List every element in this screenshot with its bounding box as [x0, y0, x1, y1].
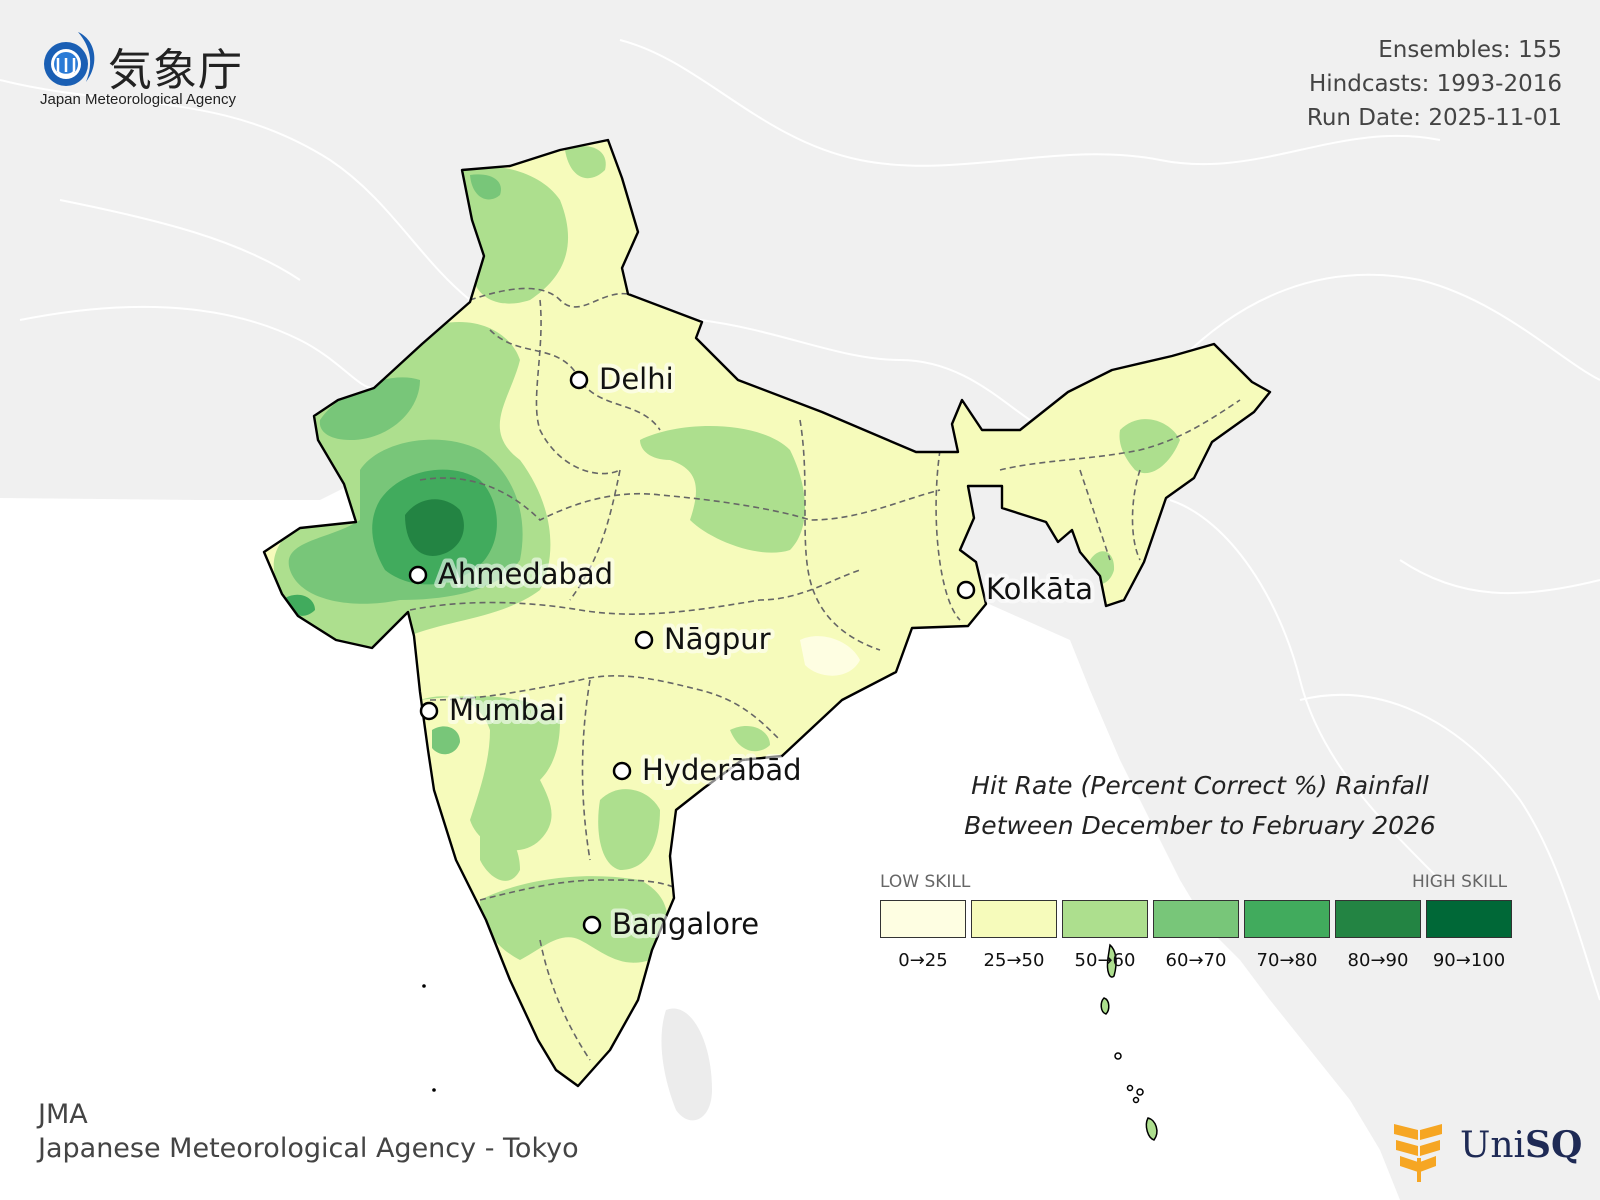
ensembles-text: Ensembles: 155 — [1378, 37, 1562, 63]
unisq-wordmark-bold: SQ — [1525, 1124, 1583, 1166]
skill-patch-coastal — [730, 725, 770, 752]
city-label-kolkata: Kolkāta — [986, 572, 1093, 606]
legend-swatch — [971, 900, 1057, 938]
island-lakshadweep-a — [422, 984, 426, 988]
unisq-emblem-icon — [1394, 1124, 1442, 1182]
legend-swatch — [1426, 900, 1512, 938]
island-nicobar-b — [1136, 1088, 1144, 1096]
map-title-line1: Hit Rate (Percent Correct %) Rainfall — [971, 771, 1429, 800]
map-title: Hit Rate (Percent Correct %) Rainfall Be… — [930, 766, 1470, 846]
island-nicobar-c — [1132, 1096, 1140, 1104]
legend-label: 25→50 — [983, 950, 1045, 971]
skill-patch-andhra — [598, 789, 660, 870]
credit: JMA Japanese Meteorological Agency - Tok… — [38, 1098, 579, 1166]
city-marker-bangalore — [582, 915, 602, 935]
legend-item: 50→60 — [1062, 900, 1148, 971]
island-nicobar-a — [1126, 1084, 1134, 1092]
skill-patch-central — [640, 426, 805, 553]
jma-logo-kanji: 気象庁 — [108, 45, 243, 96]
run-date-text: Run Date: 2025-11-01 — [1306, 105, 1562, 131]
legend-item: 60→70 — [1153, 900, 1239, 971]
city-ahmedabad[interactable]: Ahmedabad — [408, 553, 617, 595]
skill-patch-kashmir-core — [470, 174, 501, 200]
island-great-nicobar — [1145, 1117, 1158, 1141]
jma-logo-english: Japan Meteorological Agency — [40, 91, 236, 108]
credit-short: JMA — [38, 1099, 88, 1130]
city-bangalore[interactable]: Bangalore — [582, 903, 763, 945]
legend-swatch — [1062, 900, 1148, 938]
city-kolkata[interactable]: Kolkāta — [956, 568, 1097, 610]
island-north-andaman — [1106, 943, 1117, 978]
city-label-hyderabad: Hyderābād — [642, 753, 802, 787]
city-marker-mumbai — [419, 701, 439, 721]
skill-patch-rajasthan — [319, 377, 420, 440]
city-marker-delhi — [569, 370, 589, 390]
sri-lanka — [661, 1008, 712, 1121]
island-lakshadweep-b — [432, 1088, 436, 1092]
skill-patch-konkan — [432, 726, 460, 755]
legend-item: 70→80 — [1244, 900, 1330, 971]
legend-label: 80→90 — [1347, 950, 1409, 971]
legend: 0→25 25→50 50→60 60→70 70→80 80→90 90→10… — [880, 900, 1520, 980]
city-nagpur[interactable]: Nāgpur — [634, 618, 775, 660]
skill-patch-ladakh — [565, 146, 606, 179]
island-car-nicobar — [1114, 1052, 1122, 1060]
skill-patch-gujarat-80 — [405, 499, 464, 556]
legend-swatch — [1335, 900, 1421, 938]
city-label-ahmedabad: Ahmedabad — [438, 557, 613, 591]
city-mumbai[interactable]: Mumbai — [419, 689, 569, 731]
unisq-logo: UniSQ — [1390, 1118, 1582, 1184]
city-label-delhi: Delhi — [599, 362, 674, 396]
run-info: Ensembles: 155 Hindcasts: 1993-2016 Run … — [1307, 33, 1562, 135]
legend-swatch — [1153, 900, 1239, 938]
legend-item: 0→25 — [880, 900, 966, 971]
city-marker-nagpur — [634, 630, 654, 650]
skill-patch-karnataka — [480, 876, 668, 963]
skill-patch-low — [800, 636, 860, 676]
legend-item: 90→100 — [1426, 900, 1512, 971]
legend-swatch — [1244, 900, 1330, 938]
legend-label: 0→25 — [898, 950, 948, 971]
map-title-line2: Between December to February 2026 — [964, 811, 1436, 840]
legend-label: 50→60 — [1074, 950, 1136, 971]
jma-logo: 気象庁 Japan Meteorological Agency — [36, 28, 266, 118]
legend-label: 60→70 — [1165, 950, 1227, 971]
city-marker-kolkata — [956, 580, 976, 600]
legend-low-label: LOW SKILL — [880, 872, 971, 892]
legend-high-label: HIGH SKILL — [1412, 872, 1508, 892]
jma-emblem-icon — [44, 32, 95, 86]
hindcasts-text: Hindcasts: 1993-2016 — [1308, 71, 1562, 97]
credit-long: Japanese Meteorological Agency - Tokyo — [38, 1133, 579, 1164]
city-label-nagpur: Nāgpur — [664, 622, 771, 656]
city-marker-hyderabad — [612, 761, 632, 781]
state-borders — [409, 287, 1241, 1061]
legend-swatch — [880, 900, 966, 938]
island-little-andaman — [1100, 997, 1110, 1015]
legend-label: 70→80 — [1256, 950, 1318, 971]
andaman-nicobar-islands — [1100, 943, 1158, 1141]
skill-patch-kerala — [480, 827, 520, 881]
india-outline — [262, 138, 1272, 1088]
skill-patch-kashmir — [458, 166, 569, 304]
legend-item: 25→50 — [971, 900, 1057, 971]
city-label-mumbai: Mumbai — [449, 693, 565, 727]
neighbour-borders — [0, 39, 1600, 1001]
skill-patch-western-ghats — [420, 696, 560, 851]
city-label-bangalore: Bangalore — [612, 907, 759, 941]
unisq-wordmark: UniSQ — [1460, 1124, 1582, 1166]
city-hyderabad[interactable]: Hyderābād — [612, 749, 806, 791]
city-markers: Delhi Ahmedabad Kolkāta Nāgpur Mumbai Hy… — [408, 358, 1097, 945]
legend-item: 80→90 — [1335, 900, 1421, 971]
city-delhi[interactable]: Delhi — [569, 358, 678, 400]
legend-label: 90→100 — [1432, 950, 1506, 971]
city-marker-ahmedabad — [408, 565, 428, 585]
skill-field-patches — [273, 146, 1180, 963]
skill-patch-northeast — [1119, 419, 1180, 474]
unisq-wordmark-plain: Uni — [1460, 1125, 1526, 1166]
